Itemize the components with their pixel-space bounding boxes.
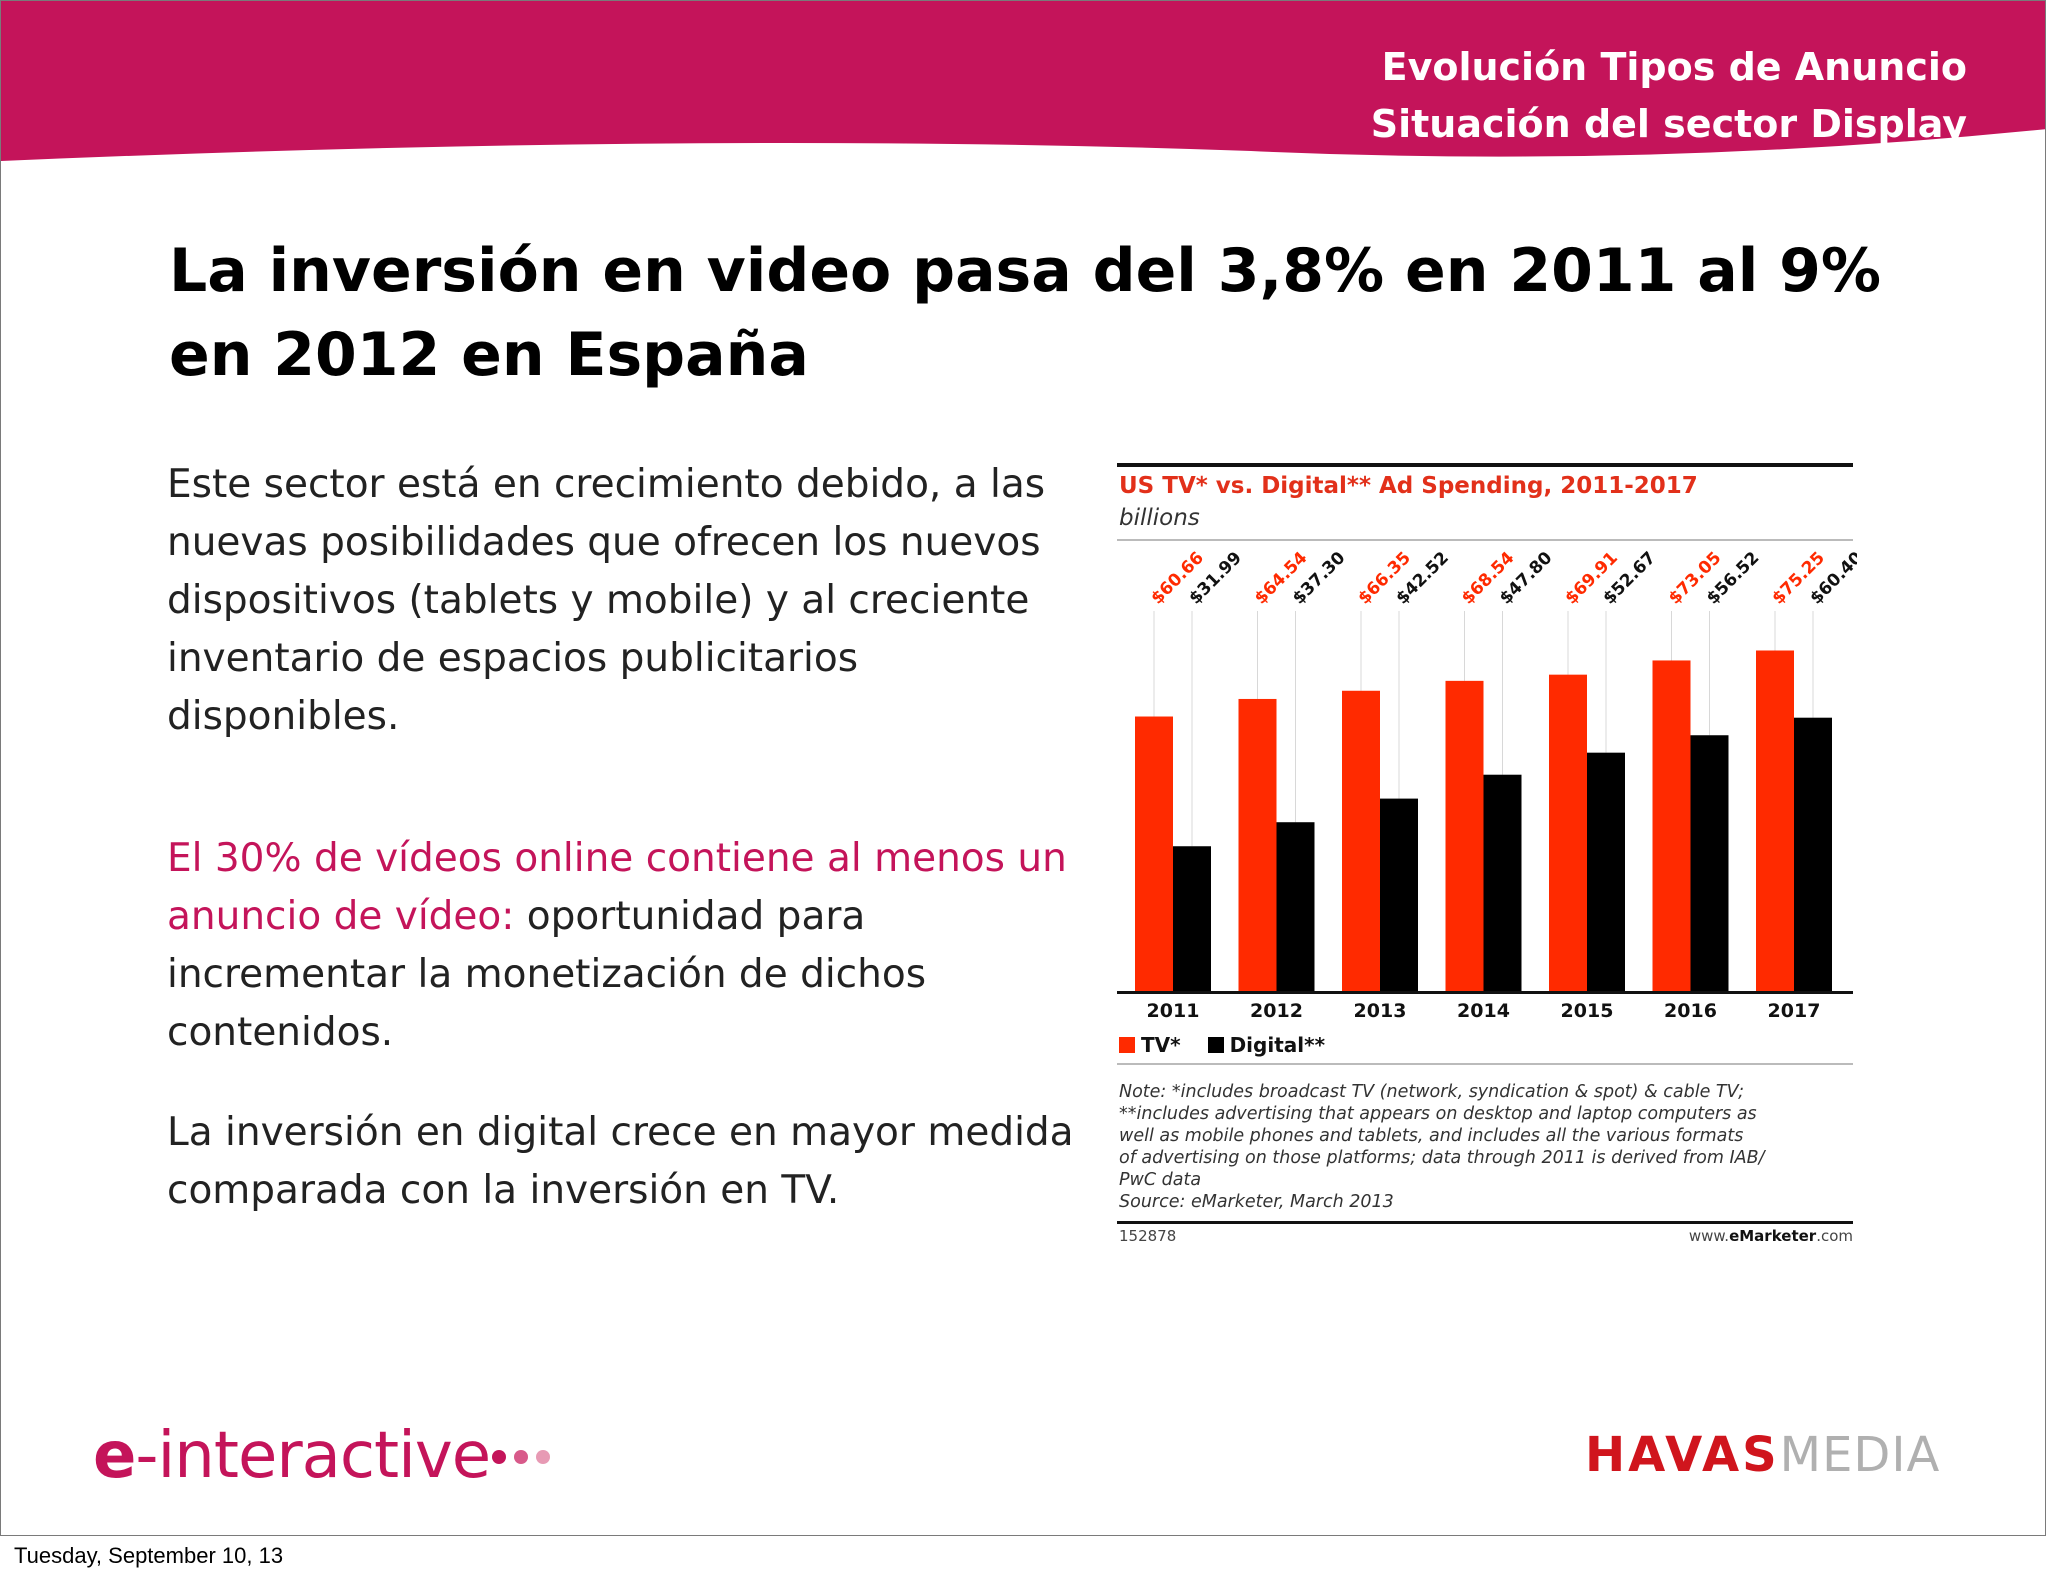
chart-bottom-rule <box>1117 1221 1853 1224</box>
bar-digital-2015 <box>1587 752 1625 991</box>
logo-havas: HAVAS <box>1585 1427 1780 1483</box>
chart: $60.66 $31.99 2011 $64.54 $37.30 2012 $66.35 $4… <box>1117 463 1857 1253</box>
bar-tv-2016 <box>1652 660 1691 991</box>
x-tick-label-2017: 2017 <box>1768 1000 1821 1022</box>
paragraph-digital-growth: La inversión en digital crece en mayor m… <box>167 1110 1074 1213</box>
header-banner <box>1 1 2045 161</box>
bar-tv-2012 <box>1238 698 1277 991</box>
note-line: Note: *includes broadcast TV (network, s… <box>1119 1082 1744 1102</box>
chart-canvas: $60.66$31.992011$64.54$37.302012$66.35$4… <box>1117 463 1857 1224</box>
x-tick-label-2013: 2013 <box>1354 1000 1407 1022</box>
x-tick-label-2011: 2011 <box>1147 1000 1200 1022</box>
paragraph-video-ads: El 30% de vídeos online contiene al meno… <box>167 830 1087 1062</box>
chart-legend: TV* Digital** <box>1119 1033 1345 1057</box>
chart-source-site: www.eMarketer.com <box>1689 1227 1853 1245</box>
bar-digital-2011 <box>1173 846 1211 991</box>
slide: Evolución Tipos de Anuncio Situación del… <box>0 0 2046 1536</box>
legend-label-tv: TV* <box>1141 1033 1181 1057</box>
chart-note: Note: *includes broadcast TV (network, s… <box>1119 1081 1855 1213</box>
legend-swatch-digital <box>1207 1037 1224 1053</box>
legend-label-digital: Digital** <box>1229 1033 1326 1057</box>
logo-e: e <box>93 1419 136 1493</box>
site-prefix: www. <box>1688 1227 1730 1245</box>
site-suffix: .com <box>1816 1227 1853 1245</box>
paragraph-growth: Este sector está en crecimiento debido, … <box>167 462 1046 739</box>
x-tick-label-2014: 2014 <box>1457 1000 1510 1022</box>
havas-media-logo: HAVASMEDIA <box>1585 1427 1940 1483</box>
bar-tv-2011 <box>1135 716 1173 991</box>
note-line: of advertising on those platforms; data … <box>1119 1148 1765 1168</box>
section-title: Evolución Tipos de Anuncio Situación del… <box>1371 39 1967 153</box>
logo-media: MEDIA <box>1779 1427 1941 1483</box>
legend-item-tv: TV* <box>1119 1033 1181 1057</box>
chart-title: US TV* vs. Digital** Ad Spending, 2011-2… <box>1119 473 1698 499</box>
legend-rule <box>1117 1063 1853 1065</box>
bar-tv-2017 <box>1756 650 1794 991</box>
bar-tv-2013 <box>1342 690 1380 991</box>
legend-item-digital: Digital** <box>1207 1033 1326 1057</box>
chart-subtitle-rule <box>1117 539 1853 541</box>
logo-dots-icon <box>492 1450 550 1464</box>
bar-digital-2012 <box>1276 822 1315 991</box>
footer-date: Tuesday, September 10, 13 <box>14 1543 284 1568</box>
note-line: well as mobile phones and tablets, and i… <box>1119 1126 1744 1146</box>
x-tick-label-2016: 2016 <box>1664 1000 1717 1022</box>
x-tick-label-2012: 2012 <box>1250 1000 1303 1022</box>
logo-text: -interactive <box>135 1419 491 1493</box>
paragraph-video-ads-rest: oportunidad para incrementar la monetiza… <box>167 894 927 1055</box>
site-brand: eMarketer <box>1729 1227 1817 1245</box>
e-interactive-logo: e-interactive <box>93 1419 491 1493</box>
bar-digital-2013 <box>1380 798 1418 991</box>
bar-digital-2014 <box>1483 774 1522 991</box>
source-line: Source: eMarketer, March 2013 <box>1119 1192 1394 1212</box>
chart-subtitle: billions <box>1119 505 1200 531</box>
section-title-line1: Evolución Tipos de Anuncio <box>1381 45 1967 89</box>
legend-swatch-tv <box>1119 1037 1135 1053</box>
x-axis-line <box>1117 991 1853 994</box>
bar-digital-2017 <box>1794 717 1832 991</box>
chart-top-rule <box>1117 463 1853 467</box>
bar-tv-2015 <box>1549 674 1587 991</box>
section-title-line2: Situación del sector Display <box>1370 102 1967 146</box>
bar-tv-2014 <box>1445 680 1484 991</box>
page-title: La inversión en video pasa del 3,8% en 2… <box>169 236 1882 390</box>
highlight-text: El 30% de vídeos online contiene al meno… <box>167 836 1067 939</box>
chart-code: 152878 <box>1119 1227 1177 1245</box>
x-tick-label-2015: 2015 <box>1561 1000 1614 1022</box>
note-line: PwC data <box>1119 1170 1202 1190</box>
bar-digital-2016 <box>1690 735 1729 991</box>
note-line: **includes advertising that appears on d… <box>1119 1104 1757 1124</box>
